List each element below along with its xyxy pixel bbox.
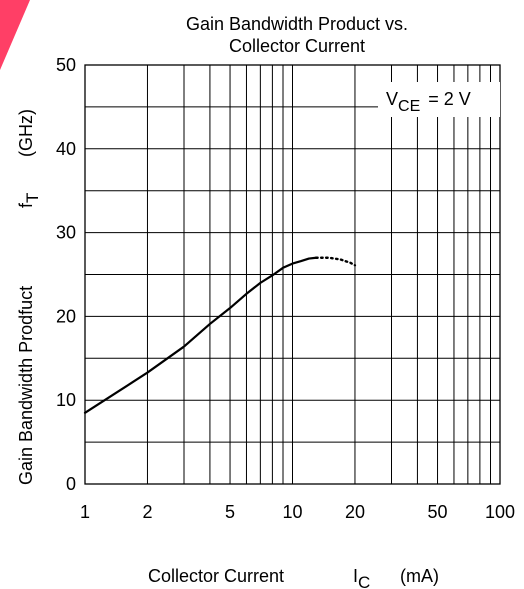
x-axis-symbol: IC	[353, 566, 370, 589]
y-axis-symbol: fT	[16, 193, 42, 208]
x-tick-labels: 1 2 5 10 20 50 100	[80, 502, 515, 522]
x-tick-label: 50	[428, 502, 448, 522]
x-axis-unit: (mA)	[400, 566, 439, 586]
condition-label: VCE = 2 V	[386, 89, 471, 115]
y-tick-label: 10	[56, 390, 76, 410]
condition-value: = 2 V	[428, 89, 471, 109]
y-axis-title: Gain Bandwidth Prodfuct	[16, 286, 36, 485]
x-tick-label: 100	[485, 502, 515, 522]
plot-frame	[84, 64, 501, 485]
chart-title-line2: Collector Current	[229, 36, 365, 56]
chart-title-line1: Gain Bandwidth Product vs.	[186, 14, 408, 34]
data-series	[83, 256, 357, 414]
y-tick-label: 40	[56, 139, 76, 159]
x-tick-label: 20	[345, 502, 365, 522]
y-tick-label: 20	[56, 306, 76, 326]
condition-box	[378, 82, 500, 117]
series-line-measured	[83, 256, 318, 414]
x-tick-label: 2	[142, 502, 152, 522]
condition-subscript: CE	[398, 98, 420, 115]
y-axis-label-group: Gain Bandwidth Prodfuct fT (GHz)	[16, 109, 42, 485]
y-axis-unit: (GHz)	[16, 109, 36, 157]
x-tick-label: 5	[225, 502, 235, 522]
y-tick-label: 0	[66, 474, 76, 494]
y-tick-label: 30	[56, 223, 76, 243]
series-line-extrapolated	[314, 256, 357, 267]
x-axis-title: Collector Current	[148, 566, 284, 586]
y-tick-labels: 0 10 20 30 40 50	[56, 55, 76, 494]
grid-lines	[85, 65, 500, 484]
x-tick-label: 1	[80, 502, 90, 522]
y-tick-label: 50	[56, 55, 76, 75]
x-tick-label: 10	[282, 502, 302, 522]
condition-symbol: V	[386, 89, 398, 109]
